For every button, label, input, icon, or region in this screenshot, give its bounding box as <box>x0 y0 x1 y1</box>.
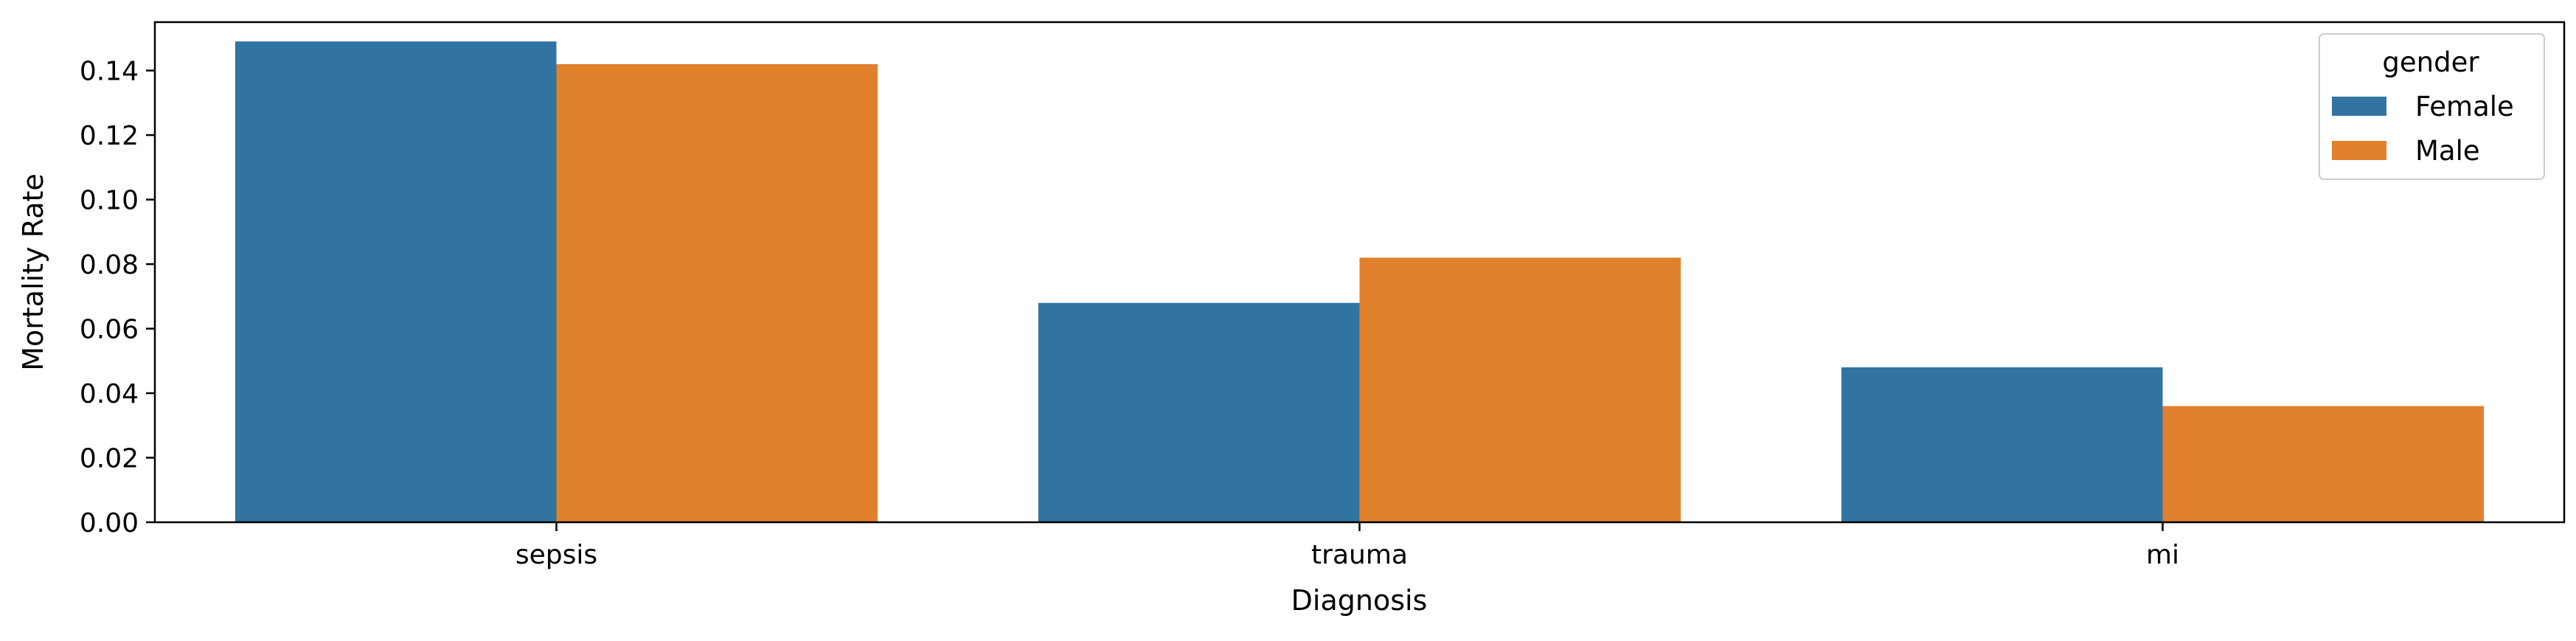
y-tick-label: 0.04 <box>80 379 139 409</box>
bar-mi-female <box>1841 367 2163 522</box>
y-tick-label: 0.10 <box>80 186 139 216</box>
y-tick-label: 0.02 <box>80 444 139 474</box>
y-tick-label: 0.08 <box>80 250 139 280</box>
y-tick-label: 0.06 <box>80 315 139 345</box>
y-tick-label: 0.14 <box>80 57 139 87</box>
bar-trauma-male <box>1359 257 1681 522</box>
y-axis-label: Mortality Rate <box>17 173 49 371</box>
legend-label-male: Male <box>2415 135 2480 167</box>
legend: gender Female Male <box>2319 33 2545 180</box>
x-tick-label-trauma: trauma <box>1311 540 1408 570</box>
legend-swatch-female <box>2332 97 2386 116</box>
bar-mi-male <box>2162 406 2485 522</box>
y-axis: 0.00 0.02 0.04 0.06 0.08 0.10 0.12 0.14 <box>80 57 155 538</box>
x-axis-label: Diagnosis <box>1291 584 1428 617</box>
y-tick-label: 0.00 <box>80 508 139 538</box>
legend-swatch-male <box>2332 141 2386 160</box>
x-tick-label-sepsis: sepsis <box>515 540 597 570</box>
legend-title: gender <box>2382 46 2479 78</box>
y-tick-label: 0.12 <box>80 121 139 151</box>
bar-trauma-female <box>1038 302 1360 522</box>
bar-sepsis-female <box>235 41 557 522</box>
bar-sepsis-male <box>556 63 878 522</box>
x-tick-label-mi: mi <box>2146 540 2179 570</box>
bars-layer <box>235 41 2485 522</box>
legend-label-female: Female <box>2415 91 2514 122</box>
x-axis: sepsis trauma mi <box>515 522 2179 570</box>
